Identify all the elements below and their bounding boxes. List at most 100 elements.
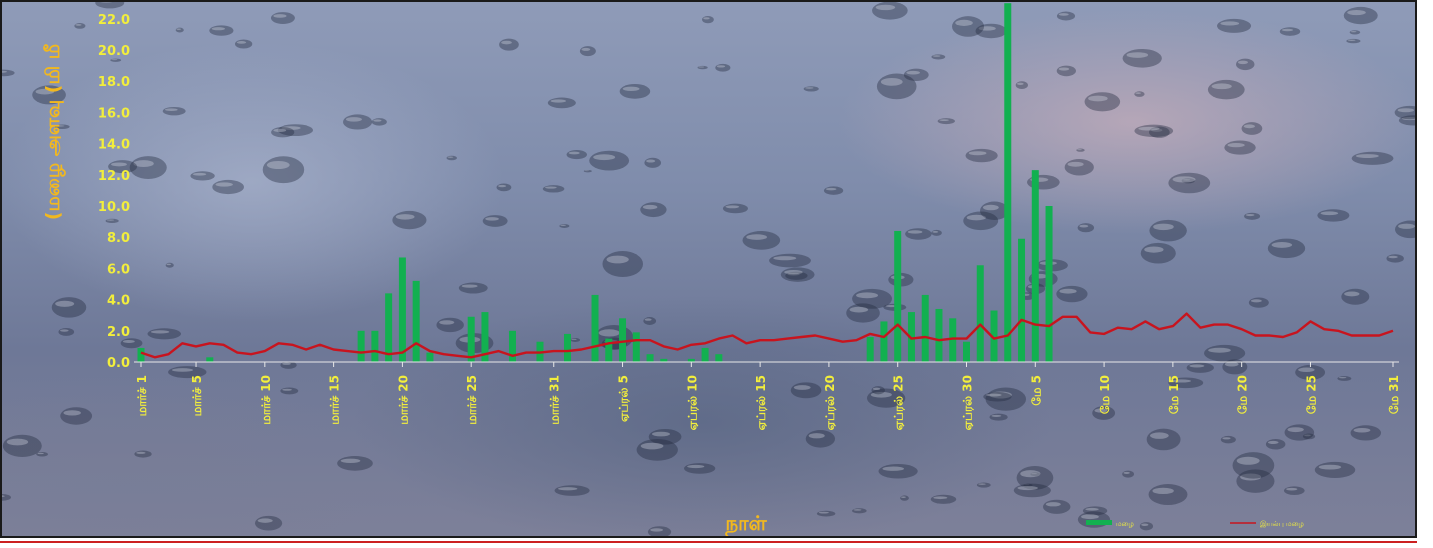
raindrop-highlight <box>1286 487 1298 491</box>
raindrop-shape <box>583 169 592 173</box>
rain-bar <box>385 293 393 362</box>
raindrop-shape <box>823 186 844 195</box>
raindrop-highlight <box>1397 108 1415 113</box>
x-tick-label: மார்ச் 10 <box>259 375 273 425</box>
raindrop-highlight <box>651 431 670 437</box>
x-tick-label: ஏப்ரல் 20 <box>823 375 837 430</box>
raindrop-highlight <box>872 387 881 391</box>
raindrop-shape <box>482 215 508 227</box>
y-axis-ticks: 0.0 2.0 4.0 6.0 8.0 10.0 12.0 14.0 16.0 18.0 20.0 2… <box>98 13 130 371</box>
raindrop-highlight <box>1045 502 1061 507</box>
raindrop-highlight <box>1077 149 1082 151</box>
raindrop-shape <box>1077 511 1111 528</box>
raindrop-highlight <box>282 362 291 365</box>
raindrop-highlight <box>1211 83 1232 90</box>
x-tick-label: மே 31 <box>1387 375 1401 414</box>
raindrop-highlight <box>1347 39 1356 41</box>
x-tick-label: ஏப்ரல் 15 <box>754 375 768 430</box>
raindrop-highlight <box>1138 126 1160 131</box>
raindrop-shape <box>1168 377 1204 389</box>
raindrop-highlight <box>60 329 69 332</box>
y-tick-label: 4.0 <box>107 294 130 309</box>
raindrop-highlight <box>100 2 113 3</box>
raindrop-shape <box>1030 472 1041 477</box>
raindrop-shape <box>165 262 174 268</box>
raindrop-highlight <box>171 368 194 372</box>
raindrop-shape <box>1341 288 1370 305</box>
raindrop-shape <box>1148 126 1170 138</box>
y-tick-label: 6.0 <box>107 262 130 277</box>
raindrop-shape <box>2 69 15 77</box>
raindrop-highlight <box>703 17 710 20</box>
raindrop-shape <box>547 97 576 109</box>
raindrop-shape <box>579 46 596 57</box>
raindrop-shape <box>905 228 932 240</box>
y-tick-label: 16.0 <box>98 106 130 121</box>
raindrop-shape <box>1241 122 1263 135</box>
x-tick-label: மார்ச் 1 <box>135 375 149 416</box>
raindrop-highlight <box>1088 95 1108 102</box>
raindrop-highlight <box>650 528 664 532</box>
x-tick-label: மார்ச் 20 <box>396 375 410 425</box>
raindrop-highlight <box>550 99 567 103</box>
raindrop-highlight <box>1220 21 1240 26</box>
x-tick-label: ஏப்ரல் 30 <box>960 375 974 430</box>
raindrop-highlight <box>56 125 65 127</box>
raindrop-shape <box>1023 483 1033 487</box>
raindrop-shape <box>2 434 42 457</box>
raindrop-shape <box>337 456 373 471</box>
x-axis-title: நாள் <box>724 511 767 537</box>
raindrop-shape <box>280 361 297 369</box>
raindrop-shape <box>499 38 519 51</box>
normal-rainfall-line <box>140 312 1394 359</box>
raindrop-highlight <box>1338 376 1347 379</box>
raindrop-highlight <box>63 410 81 416</box>
y-axis-title: (மழை அளவு (மி மீ <box>42 43 66 220</box>
raindrop-highlight <box>1067 161 1084 167</box>
raindrop-highlight <box>1398 223 1415 229</box>
raindrop-shape <box>900 495 909 501</box>
raindrop-highlight <box>1208 347 1231 353</box>
raindrop-highlight <box>966 214 986 221</box>
x-tick-label: மே 10 <box>1098 375 1112 414</box>
raindrop-shape <box>1056 285 1088 303</box>
raindrop-highlight <box>598 329 620 337</box>
raindrop-shape <box>1204 344 1246 362</box>
rain-bar <box>894 230 902 362</box>
raindrop-shape <box>120 338 143 349</box>
raindrop-highlight <box>395 214 415 220</box>
raindrop-shape <box>1279 27 1301 36</box>
rain-bar <box>660 358 668 362</box>
raindrop-shape <box>1236 469 1275 493</box>
raindrop-shape <box>1232 452 1275 479</box>
rain-bar <box>687 358 695 362</box>
legend-swatch-rain <box>1086 520 1112 525</box>
raindrop-highlight <box>644 318 652 321</box>
raindrop-shape <box>785 271 808 280</box>
raindrop-shape <box>589 150 630 171</box>
raindrop-shape <box>1043 499 1071 514</box>
y-tick-label: 12.0 <box>98 169 130 184</box>
raindrop-highlight <box>560 224 566 226</box>
raindrop-shape <box>1056 65 1076 77</box>
rain-bar <box>990 310 998 362</box>
raindrop-highlight <box>1085 507 1099 511</box>
raindrop-highlight <box>558 487 578 491</box>
raindrop-highlight <box>111 162 127 167</box>
raindrop-highlight <box>1126 52 1149 58</box>
raindrop-shape <box>1056 11 1076 21</box>
raindrop-shape <box>989 413 1008 421</box>
raindrop-shape <box>643 317 657 325</box>
raindrop-highlight <box>122 339 135 343</box>
rain-bar <box>619 318 627 362</box>
raindrop-highlight <box>1141 523 1149 527</box>
x-tick-label: மே 20 <box>1236 375 1250 414</box>
raindrop-highlight <box>166 263 171 266</box>
raindrop-highlight <box>1267 440 1279 445</box>
raindrop-shape <box>1149 219 1187 242</box>
raindrop-highlight <box>978 483 986 485</box>
raindrop-shape <box>168 366 207 379</box>
raindrop-highlight <box>1224 361 1239 367</box>
rain-bar <box>412 280 420 362</box>
raindrop-shape <box>722 203 748 214</box>
